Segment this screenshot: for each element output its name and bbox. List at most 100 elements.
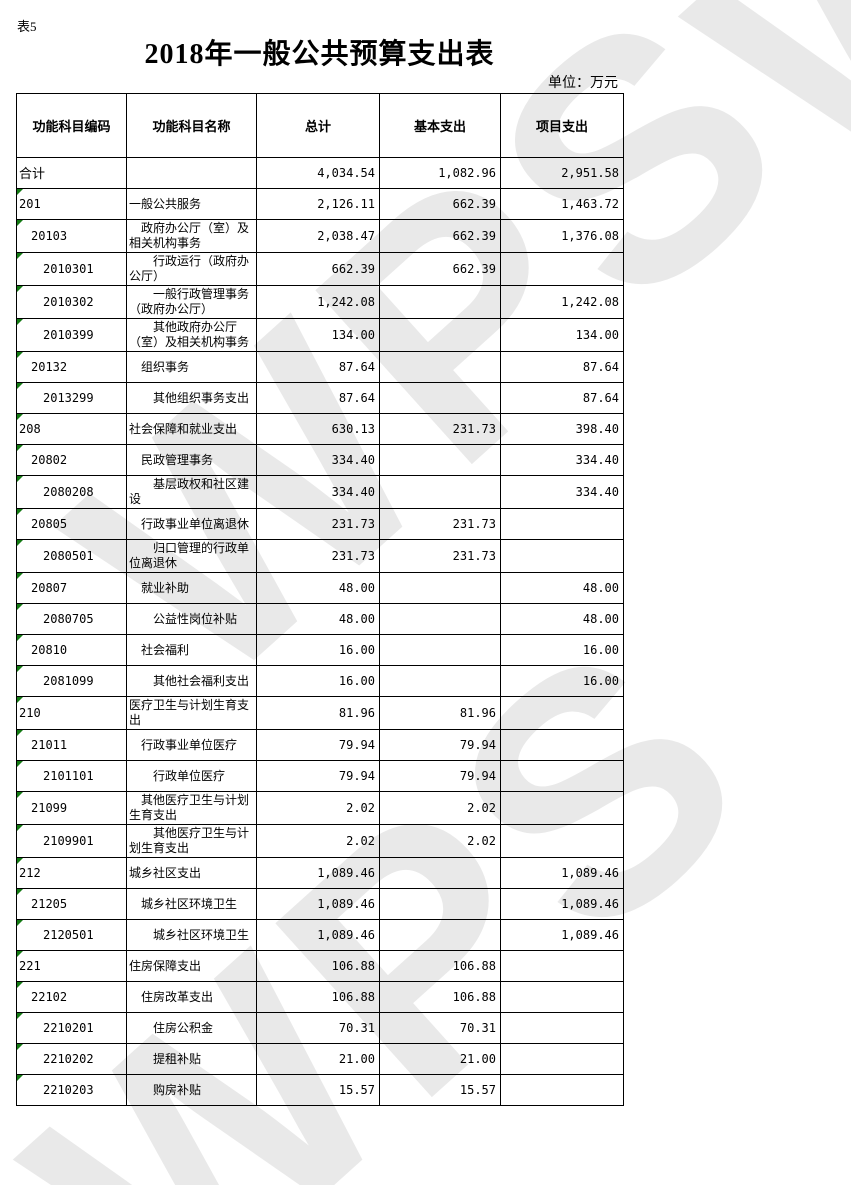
total-cell[interactable]: 1,089.46 [256,888,380,920]
project-cell[interactable]: 1,089.46 [500,888,624,920]
basic-cell[interactable]: 2.02 [379,791,501,825]
project-cell[interactable]: 48.00 [500,572,624,604]
project-cell[interactable]: 334.40 [500,444,624,476]
name-cell[interactable]: 行政事业单位离退休 [126,508,257,540]
basic-cell[interactable] [379,665,501,697]
code-cell[interactable]: 2013299 [16,382,127,414]
name-cell[interactable]: 医疗卫生与计划生育支出 [126,696,257,730]
basic-cell[interactable]: 15.57 [379,1074,501,1106]
code-cell[interactable]: 21205 [16,888,127,920]
total-cell[interactable]: 106.88 [256,981,380,1013]
project-cell[interactable]: 1,242.08 [500,285,624,319]
code-cell[interactable]: 2210201 [16,1012,127,1044]
total-cell[interactable]: 2,126.11 [256,188,380,220]
code-cell[interactable]: 21099 [16,791,127,825]
code-cell[interactable]: 2210202 [16,1043,127,1075]
name-cell[interactable]: 行政单位医疗 [126,760,257,792]
code-cell[interactable]: 20810 [16,634,127,666]
total-cell[interactable]: 16.00 [256,634,380,666]
name-cell[interactable]: 政府办公厅（室）及相关机构事务 [126,219,257,253]
basic-cell[interactable]: 231.73 [379,539,501,573]
total-cell[interactable]: 1,089.46 [256,919,380,951]
code-cell[interactable]: 2081099 [16,665,127,697]
code-cell[interactable]: 2120501 [16,919,127,951]
project-cell[interactable] [500,1043,624,1075]
name-cell[interactable]: 社会福利 [126,634,257,666]
code-cell[interactable]: 210 [16,696,127,730]
name-cell[interactable]: 公益性岗位补贴 [126,603,257,635]
project-cell[interactable]: 1,376.08 [500,219,624,253]
code-cell[interactable]: 208 [16,413,127,445]
total-cell[interactable]: 48.00 [256,572,380,604]
basic-cell[interactable]: 231.73 [379,508,501,540]
total-cell[interactable]: 15.57 [256,1074,380,1106]
total-cell[interactable]: 79.94 [256,729,380,761]
basic-cell[interactable]: 21.00 [379,1043,501,1075]
name-cell[interactable]: 一般公共服务 [126,188,257,220]
basic-cell[interactable]: 79.94 [379,729,501,761]
project-cell[interactable]: 134.00 [500,318,624,352]
project-cell[interactable]: 87.64 [500,382,624,414]
total-cell[interactable]: 334.40 [256,475,380,509]
total-cell[interactable]: 334.40 [256,444,380,476]
total-cell[interactable]: 630.13 [256,413,380,445]
basic-cell[interactable] [379,318,501,352]
name-cell[interactable]: 城乡社区支出 [126,857,257,889]
code-cell[interactable]: 201 [16,188,127,220]
code-cell[interactable]: 2010302 [16,285,127,319]
code-cell[interactable]: 2080705 [16,603,127,635]
total-cell[interactable]: 134.00 [256,318,380,352]
name-cell[interactable]: 组织事务 [126,351,257,383]
project-cell[interactable]: 1,089.46 [500,919,624,951]
name-cell[interactable]: 一般行政管理事务（政府办公厅） [126,285,257,319]
total-cell[interactable]: 2.02 [256,824,380,858]
total-cell[interactable]: 81.96 [256,696,380,730]
basic-cell[interactable]: 231.73 [379,413,501,445]
basic-cell[interactable]: 1,082.96 [379,157,501,189]
code-cell[interactable]: 22102 [16,981,127,1013]
name-cell[interactable]: 城乡社区环境卫生 [126,919,257,951]
code-cell[interactable]: 合计 [16,157,127,189]
name-cell[interactable]: 行政事业单位医疗 [126,729,257,761]
code-cell[interactable]: 20807 [16,572,127,604]
name-cell[interactable]: 其他政府办公厅（室）及相关机构事务 [126,318,257,352]
project-cell[interactable] [500,950,624,982]
name-cell[interactable]: 其他医疗卫生与计划生育支出 [126,824,257,858]
name-cell[interactable] [126,157,257,189]
total-cell[interactable]: 231.73 [256,508,380,540]
total-cell[interactable]: 1,242.08 [256,285,380,319]
total-cell[interactable]: 2,038.47 [256,219,380,253]
project-cell[interactable] [500,729,624,761]
column-header-code[interactable]: 功能科目编码 [16,93,127,158]
basic-cell[interactable] [379,351,501,383]
basic-cell[interactable] [379,475,501,509]
project-cell[interactable]: 16.00 [500,665,624,697]
project-cell[interactable] [500,1012,624,1044]
basic-cell[interactable] [379,888,501,920]
project-cell[interactable]: 398.40 [500,413,624,445]
code-cell[interactable]: 20103 [16,219,127,253]
name-cell[interactable]: 民政管理事务 [126,444,257,476]
basic-cell[interactable] [379,382,501,414]
name-cell[interactable]: 其他医疗卫生与计划生育支出 [126,791,257,825]
code-cell[interactable]: 20802 [16,444,127,476]
name-cell[interactable]: 归口管理的行政单位离退休 [126,539,257,573]
name-cell[interactable]: 社会保障和就业支出 [126,413,257,445]
code-cell[interactable]: 2010301 [16,252,127,286]
name-cell[interactable]: 住房保障支出 [126,950,257,982]
basic-cell[interactable]: 106.88 [379,981,501,1013]
code-cell[interactable]: 2109901 [16,824,127,858]
project-cell[interactable] [500,824,624,858]
basic-cell[interactable] [379,857,501,889]
basic-cell[interactable]: 662.39 [379,252,501,286]
name-cell[interactable]: 住房公积金 [126,1012,257,1044]
project-cell[interactable]: 16.00 [500,634,624,666]
basic-cell[interactable]: 70.31 [379,1012,501,1044]
basic-cell[interactable] [379,285,501,319]
basic-cell[interactable] [379,603,501,635]
code-cell[interactable]: 2080501 [16,539,127,573]
total-cell[interactable]: 21.00 [256,1043,380,1075]
basic-cell[interactable]: 2.02 [379,824,501,858]
project-cell[interactable] [500,981,624,1013]
code-cell[interactable]: 212 [16,857,127,889]
